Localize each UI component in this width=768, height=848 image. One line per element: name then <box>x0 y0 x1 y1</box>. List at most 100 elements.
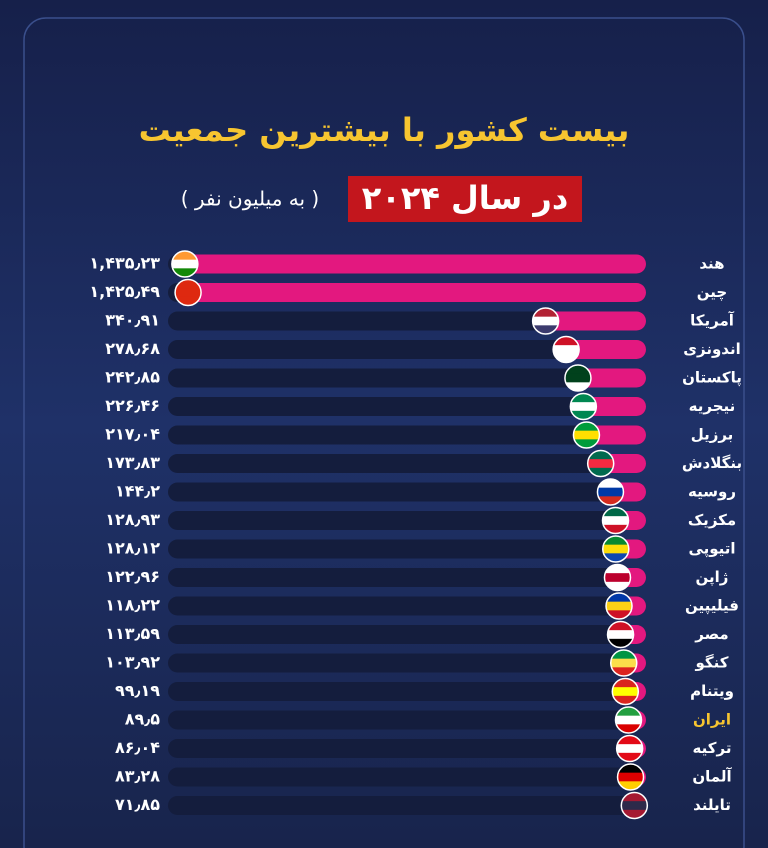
flag-stripe <box>616 752 643 762</box>
chart-title: بیست کشور با بیشترین جمعیت <box>139 111 630 149</box>
category-label: بنگلادش <box>682 454 742 472</box>
flag-border <box>606 620 635 649</box>
flag-border <box>596 478 625 506</box>
flag-stripe <box>621 792 648 802</box>
category-label: ایران <box>693 711 731 729</box>
flag-border <box>605 592 633 620</box>
flag-stripe <box>570 410 597 420</box>
flag-border <box>174 278 202 307</box>
flag-stripe <box>570 393 597 403</box>
flag-stripe <box>587 467 614 477</box>
flag-stripe <box>604 573 631 583</box>
flag-stripe <box>612 678 639 688</box>
flag-stripe <box>602 544 629 554</box>
subtitle: در سال ۲۰۲۴ <box>362 179 569 217</box>
bars: هند ۱,۴۳۵٫۲۳ چین ۱,۴۲۵٫۴۹ آمریکا ۳۴۰٫۹۱ اندونز… <box>89 250 742 820</box>
flag-stripe <box>553 353 580 363</box>
subtitle-box <box>348 176 582 222</box>
flag-border <box>616 763 645 791</box>
bar-track <box>168 682 646 701</box>
bar-track <box>168 482 646 502</box>
bar-track <box>168 397 646 416</box>
flag-stripe <box>615 715 642 725</box>
bar-track <box>168 511 646 530</box>
category-label: نیجریه <box>689 397 736 415</box>
flag-stripe <box>597 479 624 489</box>
value-label: ۲۷۸٫۶۸ <box>105 339 160 358</box>
bar-track <box>168 710 646 730</box>
category-label: فیلیپین <box>685 597 739 616</box>
category-label: کنگو <box>695 654 729 672</box>
category-label: مصر <box>694 625 728 643</box>
flag-stripe <box>597 496 624 505</box>
flag-stripe <box>570 402 597 412</box>
value-label: ۱۷۳٫۸۳ <box>105 453 160 472</box>
bar-track <box>168 368 646 388</box>
flag-stripe <box>610 658 637 668</box>
flag-stripe <box>606 601 633 611</box>
flag-stripe <box>175 279 202 289</box>
flag-border <box>614 706 643 734</box>
bar-track <box>168 568 646 587</box>
value-label: ۸۶٫۰۴ <box>115 738 160 757</box>
flag-border <box>609 649 638 677</box>
category-label: چین <box>697 283 727 302</box>
flag-border <box>531 307 560 335</box>
flag-border <box>620 791 649 820</box>
flag-stripe <box>564 382 591 391</box>
bar-track <box>168 539 646 559</box>
value-label: ۱۲۸٫۹۳ <box>105 510 160 529</box>
category-label: ژاپن <box>696 568 729 587</box>
flag-border <box>171 250 199 278</box>
bar-track <box>168 311 646 331</box>
bar-track <box>168 653 646 673</box>
value-label: ۱,۴۳۵٫۲۳ <box>89 254 160 273</box>
flag-border <box>569 392 598 421</box>
flag-stripe <box>171 268 198 277</box>
flag-stripe <box>573 422 600 432</box>
category-label: آلمان <box>692 768 732 786</box>
flag-border <box>603 563 632 592</box>
bar-track <box>168 454 646 473</box>
flag-border <box>552 335 580 364</box>
flag-stripe <box>602 524 629 534</box>
flag-stripe <box>612 687 639 697</box>
bar <box>533 311 646 331</box>
value-label: ۱۱۳٫۵۹ <box>105 624 160 643</box>
value-label: ۱۲۸٫۱۲ <box>105 539 160 558</box>
flag-border <box>611 677 640 706</box>
flag-stripe <box>606 610 633 619</box>
flag-stripe <box>532 325 559 334</box>
category-label: برزیل <box>691 426 734 444</box>
bar-track <box>168 796 646 815</box>
bar-track <box>168 625 646 644</box>
bar-track <box>168 739 646 758</box>
flag-stripe <box>553 336 580 346</box>
flag-stripe <box>602 507 629 517</box>
value-label: ۸۳٫۲۸ <box>115 767 160 786</box>
flag-stripe <box>615 707 642 717</box>
category-label: اندونزی <box>683 340 740 358</box>
flag-stripe <box>587 450 614 460</box>
bar-track <box>168 596 646 616</box>
flag-stripe <box>607 630 634 640</box>
value-label: ۹۹٫۱۹ <box>115 681 160 700</box>
flag-stripe <box>621 801 648 811</box>
flag-stripe <box>621 809 648 819</box>
bar <box>172 254 646 274</box>
flag-stripe <box>573 439 600 448</box>
flag-border <box>572 421 601 449</box>
category-label: روسیه <box>688 483 736 501</box>
flag-border <box>601 506 630 535</box>
flag-stripe <box>532 316 559 326</box>
value-label: ۱,۴۲۵٫۴۹ <box>89 282 160 301</box>
flag-stripe <box>606 593 633 603</box>
bar <box>176 283 647 302</box>
flag-stripe <box>607 638 634 648</box>
unit-label: ( به میلیون نفر ) <box>181 187 319 211</box>
flag-stripe <box>564 373 591 383</box>
flag-stripe <box>171 251 198 261</box>
category-label: هند <box>699 255 724 273</box>
category-label: ترکیه <box>693 739 732 757</box>
